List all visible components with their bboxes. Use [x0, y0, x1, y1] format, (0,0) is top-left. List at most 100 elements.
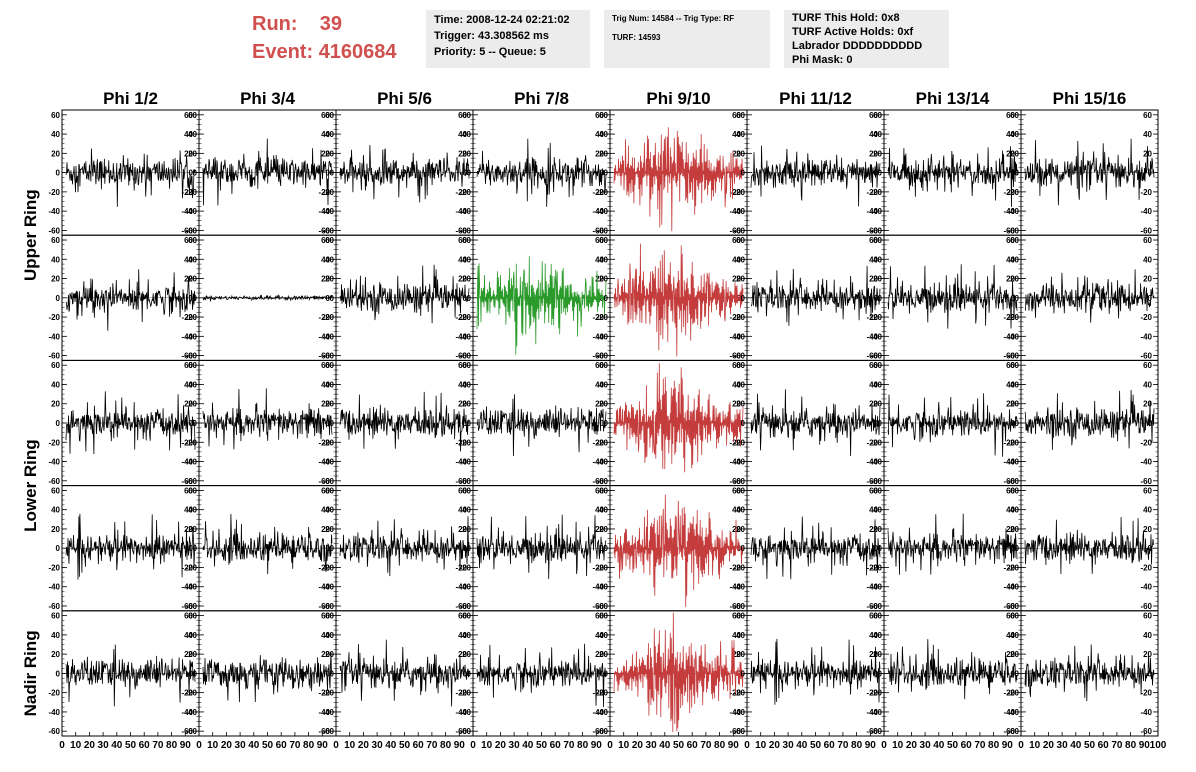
- y-tick-label-left: -60: [185, 602, 197, 611]
- y-tick-label-right: 40: [869, 380, 878, 389]
- y-tick-label-left: 20: [462, 650, 471, 659]
- y-tick-label-left: 0: [193, 669, 198, 678]
- y-tick-label-right: 40: [1006, 130, 1015, 139]
- waveform-trace: [476, 138, 607, 207]
- y-tick-label-left: 60: [188, 236, 197, 245]
- y-tick-label-right: 60: [321, 111, 330, 120]
- y-tick-label-left: -20: [185, 188, 197, 197]
- y-tick-label-left: 40: [188, 380, 197, 389]
- x-tick-label: 20: [221, 740, 233, 751]
- y-tick-label-right: 0: [326, 169, 331, 178]
- y-tick-label-right: -20: [318, 563, 330, 572]
- y-tick-label-right: 60: [1143, 612, 1152, 621]
- x-tick-label: 10: [481, 740, 493, 751]
- y-tick-label-right: 20: [732, 525, 741, 534]
- trig-info-box: Trig Num: 14584 -- Trig Type: RF TURF: 1…: [604, 10, 770, 68]
- y-tick-label-right: 20: [458, 275, 467, 284]
- y-tick-label-right: -40: [455, 708, 467, 717]
- y-tick-label-left: -60: [596, 226, 608, 235]
- y-tick-label-right: 60: [732, 486, 741, 495]
- column-title: Phi 13/14: [916, 89, 990, 108]
- row-title: Upper Ring: [21, 189, 40, 281]
- y-tick-label-left: 0: [1015, 419, 1020, 428]
- y-tick-label-left: -20: [733, 188, 745, 197]
- y-tick-label-left: 40: [873, 506, 882, 515]
- y-tick-label-left: 0: [878, 419, 883, 428]
- y-tick-label-right: -60: [318, 602, 330, 611]
- y-tick-label-left: -20: [733, 313, 745, 322]
- y-tick-label-left: 60: [1010, 111, 1019, 120]
- waveform-trace: [202, 294, 333, 302]
- y-tick-label-left: -20: [185, 563, 197, 572]
- y-tick-label-right: 40: [458, 380, 467, 389]
- waveform-trace: [613, 363, 744, 473]
- x-tick-label: 0: [607, 740, 613, 751]
- x-tick-label: 40: [385, 740, 397, 751]
- waveform-trace: [476, 256, 607, 355]
- y-tick-label-left: 20: [51, 275, 60, 284]
- y-tick-label-left: -20: [1007, 188, 1019, 197]
- y-tick-label-right: 60: [458, 361, 467, 370]
- y-tick-label-left: -60: [596, 602, 608, 611]
- x-tick-label: 60: [687, 740, 699, 751]
- column-title: Phi 5/6: [377, 89, 432, 108]
- y-tick-label-left: 60: [51, 236, 60, 245]
- waveform-trace: [887, 264, 1018, 329]
- x-tick-label: 80: [714, 740, 726, 751]
- y-tick-label-left: 40: [873, 631, 882, 640]
- y-tick-label-left: -40: [733, 708, 745, 717]
- y-tick-label-right: 40: [321, 631, 330, 640]
- y-tick-label-left: 40: [188, 506, 197, 515]
- y-tick-label-right: 40: [732, 380, 741, 389]
- y-tick-label-right: 40: [1006, 255, 1015, 264]
- trig-num-line: Trig Num: 14584 -- Trig Type: RF: [612, 14, 735, 23]
- y-tick-label-left: 0: [467, 419, 472, 428]
- y-tick-label-right: -40: [455, 207, 467, 216]
- y-tick-label-left: -60: [322, 727, 334, 736]
- y-tick-label-right: 40: [732, 506, 741, 515]
- y-tick-label-left: -20: [596, 689, 608, 698]
- y-tick-label-left: -60: [322, 352, 334, 361]
- y-tick-label-left: -60: [1007, 602, 1019, 611]
- y-tick-label-left: -40: [48, 332, 60, 341]
- x-tick-label: 0: [196, 740, 202, 751]
- y-tick-label-right: 20: [458, 400, 467, 409]
- y-tick-label-right: 60: [321, 361, 330, 370]
- y-tick-label-right: -60: [318, 352, 330, 361]
- y-tick-label-left: -40: [1007, 332, 1019, 341]
- y-tick-label-left: 0: [741, 419, 746, 428]
- waveform-trace: [202, 388, 333, 450]
- y-tick-label-left: -40: [322, 583, 334, 592]
- x-tick-label: 0: [333, 740, 339, 751]
- x-tick-label: 90: [454, 740, 466, 751]
- y-tick-label-right: 20: [321, 650, 330, 659]
- y-tick-label-right: -20: [181, 188, 193, 197]
- y-tick-label-left: 20: [873, 525, 882, 534]
- y-tick-label-right: 40: [595, 255, 604, 264]
- y-tick-label-left: -60: [733, 727, 745, 736]
- y-tick-label-left: 20: [873, 650, 882, 659]
- y-tick-label-left: 60: [599, 612, 608, 621]
- y-tick-label-left: -60: [185, 226, 197, 235]
- waveform-trace: [1024, 644, 1155, 702]
- y-tick-label-right: 60: [595, 612, 604, 621]
- x-tick-label: 80: [577, 740, 589, 751]
- y-tick-label-left: 40: [736, 380, 745, 389]
- y-tick-label-right: -40: [318, 583, 330, 592]
- x-tick-label: 30: [1057, 740, 1069, 751]
- y-tick-label-left: 40: [325, 130, 334, 139]
- y-tick-label-left: 0: [193, 544, 198, 553]
- y-tick-label-left: 60: [188, 111, 197, 120]
- y-tick-label-right: -40: [1140, 332, 1152, 341]
- y-tick-label-right: 0: [189, 419, 194, 428]
- y-tick-label-left: 60: [325, 612, 334, 621]
- y-tick-label-left: 0: [878, 544, 883, 553]
- y-tick-label-right: -40: [1140, 583, 1152, 592]
- y-tick-label-right: 60: [321, 236, 330, 245]
- y-tick-label-right: -20: [592, 188, 604, 197]
- y-tick-label-left: -20: [733, 689, 745, 698]
